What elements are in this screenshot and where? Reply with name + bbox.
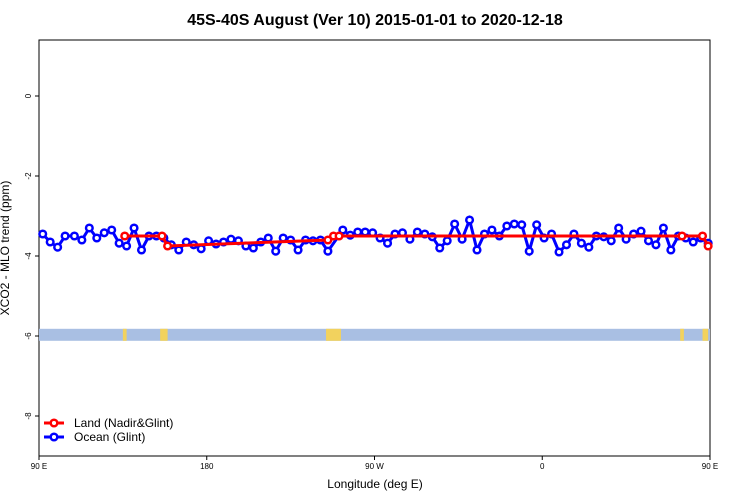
data-point <box>606 236 616 246</box>
y-tick-label: -8 <box>24 412 33 420</box>
data-point <box>323 235 333 245</box>
data-point <box>442 236 452 246</box>
data-point <box>584 242 594 252</box>
x-tick-label: 90 E <box>31 462 47 471</box>
data-point <box>450 219 460 229</box>
land-strip-segment <box>680 328 684 341</box>
data-point <box>92 233 102 243</box>
data-point <box>136 245 147 255</box>
data-point <box>120 231 130 241</box>
data-point <box>157 231 167 241</box>
legend-marker <box>49 418 59 428</box>
legend-label: Land (Nadir&Glint) <box>74 416 173 430</box>
data-point <box>122 241 132 251</box>
legend: Land (Nadir&Glint)Ocean (Glint) <box>44 416 173 444</box>
data-point <box>643 236 654 246</box>
y-tick-label: -6 <box>24 332 33 340</box>
data-point <box>114 238 124 248</box>
data-point <box>163 241 173 251</box>
data-point <box>502 221 512 231</box>
y-tick-label: 0 <box>24 93 33 98</box>
data-point <box>45 237 55 247</box>
data-point <box>323 246 333 256</box>
data-point <box>263 233 273 243</box>
data-point <box>412 227 422 237</box>
data-point <box>196 244 206 254</box>
data-point <box>677 231 687 241</box>
data-point <box>472 245 482 255</box>
data-point <box>517 220 527 230</box>
chart-title: 45S-40S August (Ver 10) 2015-01-01 to 20… <box>187 12 563 29</box>
data-point <box>658 223 668 233</box>
data-point <box>435 243 445 253</box>
x-tick-label: 90 W <box>365 462 384 471</box>
axes-layer: 90 E 180 90 W 0 90 E 0 -2 -4 -6 -8 <box>24 93 718 471</box>
data-point <box>60 231 70 241</box>
data-point <box>703 241 713 251</box>
land-strip-segment <box>326 328 341 341</box>
data-point <box>576 238 586 248</box>
data-point <box>338 225 348 235</box>
land-ocean-strip <box>39 328 710 341</box>
data-point <box>666 245 676 255</box>
data-point <box>129 223 139 233</box>
data-point <box>271 246 281 256</box>
data-point <box>636 226 646 236</box>
data-point <box>248 243 258 253</box>
data-point <box>697 231 708 241</box>
y-tick-label: -4 <box>24 252 33 260</box>
data-point <box>524 246 534 256</box>
data-point <box>53 242 63 252</box>
land-strip-segment <box>122 328 127 341</box>
data-point <box>174 245 184 255</box>
data-point <box>688 237 698 247</box>
series-layer <box>38 215 713 257</box>
land-strip-segment <box>160 328 168 341</box>
y-axis-label: XCO2 - MLO trend (ppm) <box>0 181 12 316</box>
data-point <box>293 245 303 255</box>
data-point <box>107 225 117 235</box>
data-point <box>360 227 370 237</box>
data-point <box>487 225 497 235</box>
data-point <box>614 223 624 233</box>
data-point <box>84 223 94 233</box>
data-point <box>509 219 519 229</box>
land-strip-segment <box>702 328 709 341</box>
data-point <box>226 234 236 244</box>
data-point <box>561 240 572 250</box>
y-tick-label: -2 <box>24 172 33 180</box>
data-point <box>651 240 661 250</box>
data-point <box>382 238 393 248</box>
data-point <box>532 220 542 230</box>
data-point <box>77 235 87 245</box>
x-tick-label: 0 <box>540 462 545 471</box>
data-point <box>69 231 79 241</box>
data-point <box>99 228 109 238</box>
ocean-strip <box>39 328 710 341</box>
data-point <box>465 215 475 225</box>
data-point <box>334 231 344 241</box>
x-axis-label: Longitude (deg E) <box>327 477 422 491</box>
data-point <box>554 247 564 257</box>
data-point <box>38 229 48 239</box>
x-tick-label: 180 <box>200 462 214 471</box>
x-tick-label: 90 E <box>702 462 718 471</box>
legend-label: Ocean (Glint) <box>74 430 145 444</box>
data-point <box>353 227 363 237</box>
legend-marker <box>49 432 59 442</box>
